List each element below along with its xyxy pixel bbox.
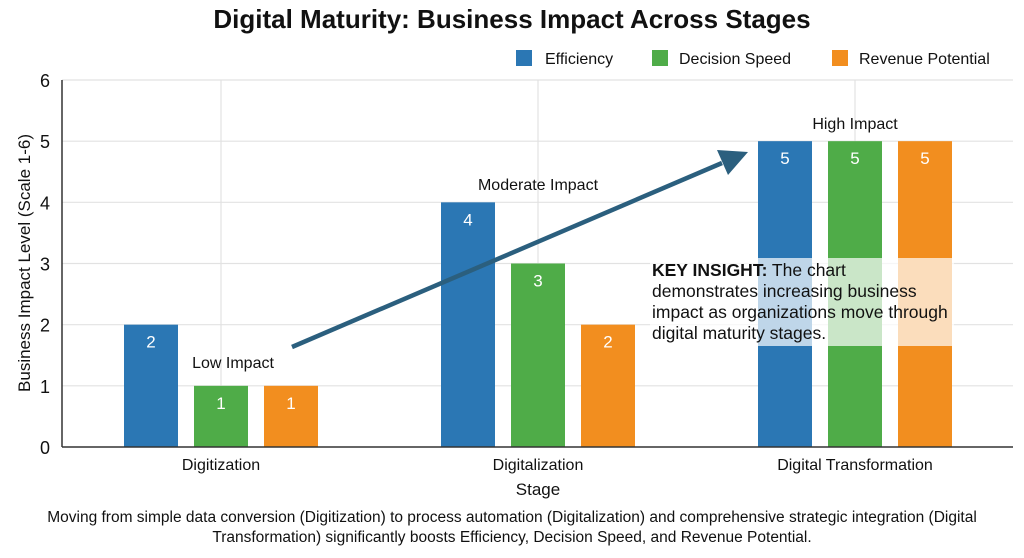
insight-text: The chart demonstrates increasing busine… (652, 260, 948, 343)
key-insight-box: KEY INSIGHT: The chart demonstrates incr… (650, 258, 954, 346)
footer-caption: Moving from simple data conversion (Digi… (47, 509, 977, 546)
bar-efficiency (124, 324, 178, 447)
x-axis-title: Stage (516, 480, 560, 499)
y-tick-label: 2 (40, 316, 50, 336)
y-axis-title: Business Impact Level (Scale 1-6) (15, 134, 34, 392)
bar-value-label: 4 (463, 210, 472, 229)
y-tick-label: 5 (40, 132, 50, 152)
stage-annotation: Low Impact (192, 355, 274, 372)
bar-value-label: 2 (146, 333, 155, 352)
legend-swatch (516, 50, 532, 66)
bar-value-label: 5 (920, 149, 929, 168)
bar-value-label: 3 (533, 272, 542, 291)
bar-value-label: 2 (603, 333, 612, 352)
x-tick-label: Digital Transformation (777, 457, 933, 474)
legend-swatch (832, 50, 848, 66)
trend-arrow (291, 160, 723, 350)
chart-title: Digital Maturity: Business Impact Across… (213, 4, 811, 34)
bar-decision-speed (194, 385, 248, 447)
y-tick-label: 6 (40, 71, 50, 91)
legend-label: Revenue Potential (859, 51, 990, 68)
x-tick-label: Digitization (182, 457, 260, 474)
bar-decision-speed (511, 263, 565, 447)
bar-revenue-potential (264, 385, 318, 447)
legend-label: Efficiency (545, 51, 613, 68)
y-tick-label: 1 (40, 377, 50, 397)
bar-revenue-potential (581, 324, 635, 447)
x-tick-label: Digitalization (493, 457, 584, 474)
y-tick-label: 4 (40, 193, 50, 213)
bar-value-label: 5 (850, 149, 859, 168)
stage-annotation: High Impact (812, 116, 898, 133)
bar-value-label: 1 (216, 394, 225, 413)
insight-label: KEY INSIGHT: (652, 260, 768, 280)
stage-annotation: Moderate Impact (478, 177, 599, 194)
legend-swatch (652, 50, 668, 66)
bar-value-label: 5 (780, 149, 789, 168)
arrow-head-icon (717, 150, 748, 175)
y-tick-label: 3 (40, 255, 50, 275)
bar-efficiency (441, 202, 495, 447)
y-tick-label: 0 (40, 438, 50, 458)
bar-value-label: 1 (286, 394, 295, 413)
legend-label: Decision Speed (679, 51, 791, 68)
